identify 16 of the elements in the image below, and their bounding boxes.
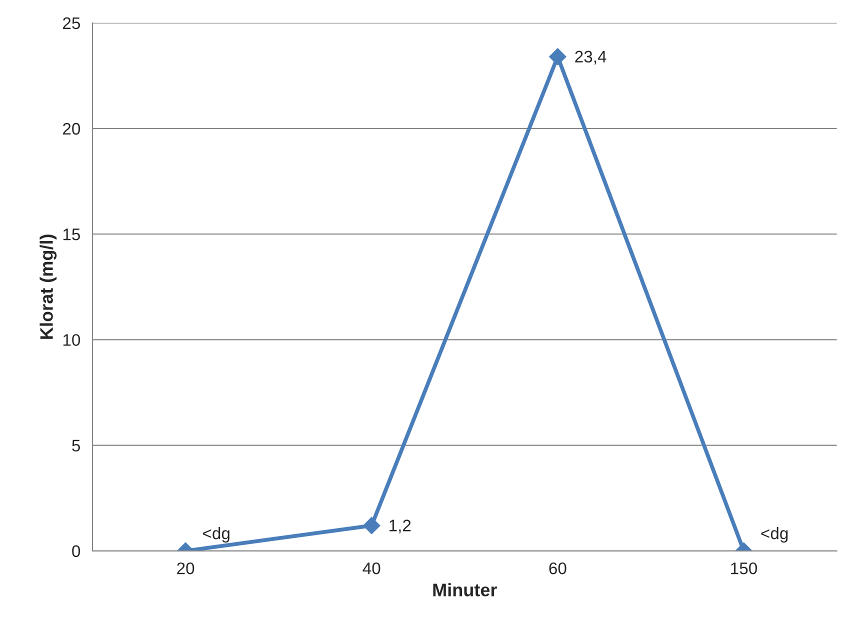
y-tick-label: 25 bbox=[63, 17, 80, 30]
x-tick-label: 20 bbox=[177, 562, 194, 574]
x-tick-label: 40 bbox=[362, 562, 380, 574]
data-label: 1,2 bbox=[390, 520, 411, 534]
data-label: 23,4 bbox=[575, 50, 606, 65]
x-tick-label: 150 bbox=[731, 562, 758, 574]
y-tick-label: 10 bbox=[63, 334, 80, 346]
data-label: <dg bbox=[203, 527, 230, 543]
x-tick-label: 60 bbox=[549, 562, 566, 574]
y-tick-label: 0 bbox=[72, 545, 80, 558]
y-tick-label: 20 bbox=[63, 122, 80, 135]
data-label: <dg bbox=[761, 527, 788, 543]
x-axis-title: Minuter bbox=[433, 583, 497, 596]
y-axis-title: Klorat (mg/l) bbox=[40, 234, 57, 339]
y-tick-label: 5 bbox=[72, 440, 80, 452]
y-tick-label: 15 bbox=[63, 228, 80, 240]
